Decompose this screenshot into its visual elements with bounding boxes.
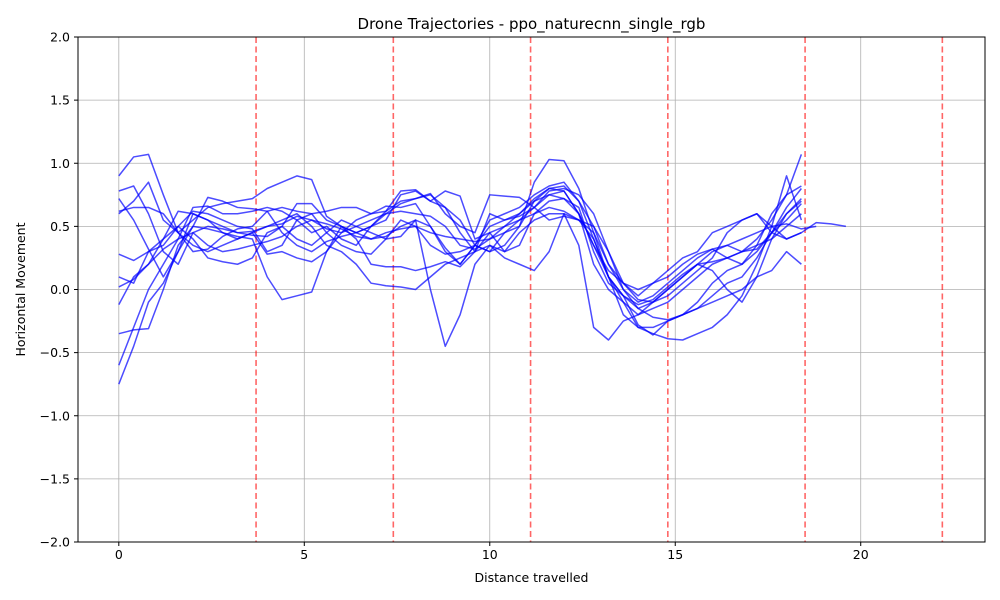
x-tick-label: 20 [853, 547, 869, 562]
y-tick-label: 2.0 [50, 30, 70, 45]
y-tick-label: −0.5 [40, 345, 70, 360]
trajectory-line [118, 189, 802, 297]
x-axis-label: Distance travelled [475, 570, 589, 585]
y-tick-label: 0.5 [50, 219, 70, 234]
trajectory-line [118, 185, 802, 303]
y-tick-label: 1.0 [50, 156, 70, 171]
trajectory-series [118, 153, 847, 385]
reference-lines [255, 37, 944, 542]
y-tick-label: 0.0 [50, 282, 70, 297]
x-tick-label: 5 [300, 547, 308, 562]
x-tick-label: 0 [115, 547, 123, 562]
y-axis-label: Horizontal Movement [13, 222, 28, 356]
x-axis-ticks: 0 5 10 15 20 [115, 542, 869, 562]
trajectory-line [118, 181, 802, 316]
y-tick-label: −2.0 [40, 535, 70, 550]
trajectory-line [118, 153, 802, 321]
y-tick-label: −1.5 [40, 471, 70, 486]
x-tick-label: 10 [482, 547, 498, 562]
trajectory-line [118, 187, 802, 366]
trajectory-line [118, 175, 803, 341]
y-axis-ticks: −2.0 −1.5 −1.0 −0.5 0.0 0.5 1.0 1.5 2.0 [40, 30, 78, 550]
x-tick-label: 15 [667, 547, 683, 562]
y-tick-label: 1.5 [50, 93, 70, 108]
trajectory-line [118, 194, 802, 291]
y-tick-label: −1.0 [40, 408, 70, 423]
trajectory-line [118, 192, 817, 303]
chart-title: Drone Trajectories - ppo_naturecnn_singl… [358, 15, 706, 34]
